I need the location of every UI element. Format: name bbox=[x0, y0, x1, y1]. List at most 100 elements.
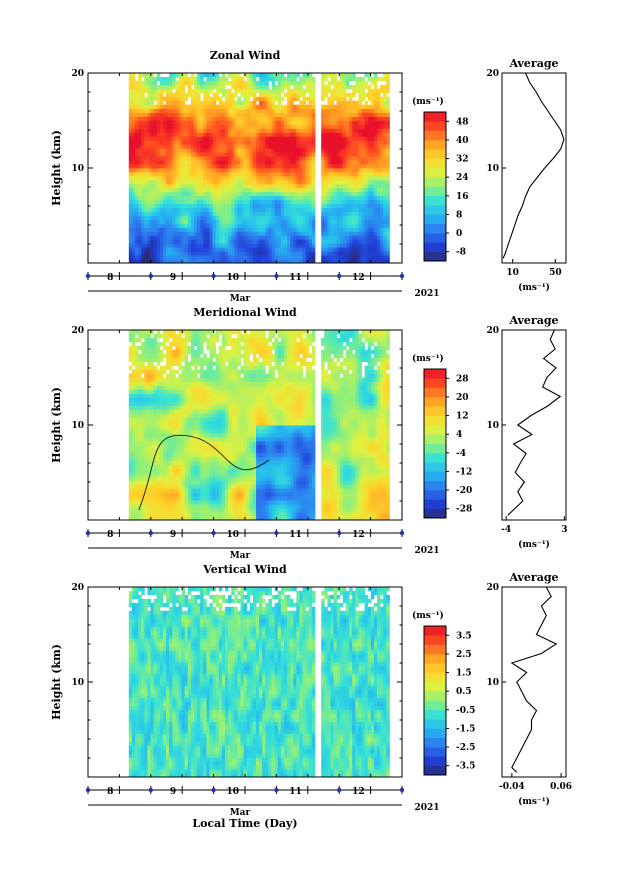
profile-x-tick-label: 3 bbox=[561, 525, 567, 535]
y-axis-label: Height (km) bbox=[50, 644, 63, 720]
x-tick-label: 10 bbox=[226, 530, 239, 540]
colorbar-segment bbox=[424, 434, 446, 444]
panel-title: Zonal Wind bbox=[210, 49, 281, 62]
colorbar-segment bbox=[424, 481, 446, 491]
colorbar-segment bbox=[424, 224, 446, 234]
y-tick-label: 10 bbox=[71, 421, 84, 431]
colorbar-segment bbox=[424, 747, 446, 757]
colorbar-segment bbox=[424, 462, 446, 472]
time-marker bbox=[86, 788, 90, 792]
profile-y-tick-label: 20 bbox=[486, 583, 499, 593]
time-marker bbox=[274, 788, 278, 792]
profile-x-label: (ms⁻¹) bbox=[518, 282, 550, 293]
colorbar-tick-label: 2.5 bbox=[456, 650, 472, 660]
colorbar-tick-label: 0.5 bbox=[456, 687, 472, 697]
colorbar-tick-label: 16 bbox=[456, 192, 469, 202]
profile-title: Average bbox=[508, 57, 558, 70]
colorbar-segment bbox=[424, 710, 446, 720]
profile-line bbox=[503, 73, 564, 258]
x-axis-label: Local Time (Day) bbox=[192, 817, 297, 830]
colorbar-segment bbox=[424, 187, 446, 197]
profile-x-tick-label: -4 bbox=[501, 525, 511, 535]
profile-x-tick-label: 50 bbox=[549, 268, 562, 278]
colorbar-segment bbox=[424, 453, 446, 463]
profile-y-tick-label: 10 bbox=[486, 421, 499, 431]
colorbar-segment bbox=[424, 499, 446, 509]
colorbar-tick-label: 3.5 bbox=[456, 631, 472, 641]
colorbar-segment bbox=[424, 205, 446, 215]
colorbar-segment bbox=[424, 728, 446, 738]
y-axis-label: Height (km) bbox=[50, 130, 63, 206]
time-marker bbox=[149, 788, 153, 792]
profile-line bbox=[512, 587, 556, 772]
x-tick-label: 9 bbox=[170, 273, 176, 283]
time-marker bbox=[86, 274, 90, 278]
colorbar-tick-label: -3.5 bbox=[456, 762, 475, 772]
profile-y-tick-label: 10 bbox=[486, 678, 499, 688]
colorbar-segment bbox=[424, 719, 446, 729]
heatmap bbox=[129, 330, 390, 520]
colorbar-tick-label: 20 bbox=[456, 393, 469, 403]
profile-y-tick-label: 20 bbox=[486, 326, 499, 336]
colorbar-unit: (ms⁻¹) bbox=[412, 353, 444, 364]
colorbar-segment bbox=[424, 490, 446, 500]
year-label: 2021 bbox=[414, 803, 439, 813]
profile-x-label: (ms⁻¹) bbox=[518, 539, 550, 550]
time-marker bbox=[400, 274, 404, 278]
colorbar-segment bbox=[424, 121, 446, 131]
profile-x-tick-label: 10 bbox=[506, 268, 519, 278]
profile-x-tick-label: -0.04 bbox=[499, 782, 525, 792]
profile-y-tick-label: 10 bbox=[486, 164, 499, 174]
colorbar: -3.5-2.5-1.5-0.50.51.52.53.5(ms⁻¹) bbox=[412, 610, 475, 775]
profile-title: Average bbox=[508, 571, 558, 584]
colorbar-tick-label: -12 bbox=[456, 467, 472, 477]
profile-line bbox=[508, 330, 560, 515]
colorbar-segment bbox=[424, 645, 446, 655]
colorbar-tick-label: 12 bbox=[456, 412, 469, 422]
colorbar-segment bbox=[424, 416, 446, 426]
colorbar-tick-label: -2.5 bbox=[456, 743, 475, 753]
time-marker bbox=[400, 788, 404, 792]
colorbar-tick-label: -20 bbox=[456, 486, 472, 496]
year-label: 2021 bbox=[414, 546, 439, 556]
colorbar-segment bbox=[424, 242, 446, 252]
colorbar-segment bbox=[424, 444, 446, 454]
time-marker bbox=[337, 788, 341, 792]
y-tick-label: 10 bbox=[71, 164, 84, 174]
y-tick-label: 10 bbox=[71, 678, 84, 688]
profile-y-tick-label: 20 bbox=[486, 69, 499, 79]
colorbar-tick-label: 40 bbox=[456, 136, 469, 146]
x-tick-label: 10 bbox=[226, 273, 239, 283]
x-tick-label: 10 bbox=[226, 787, 239, 797]
average-profile: Average 10 20 10 50 (ms⁻¹) bbox=[486, 57, 566, 293]
x-tick-label: 11 bbox=[289, 273, 302, 283]
colorbar-tick-label: -0.5 bbox=[456, 706, 475, 716]
time-marker bbox=[211, 274, 215, 278]
colorbar-segment bbox=[424, 425, 446, 435]
colorbar-segment bbox=[424, 701, 446, 711]
colorbar-segment bbox=[424, 112, 446, 122]
heatmap bbox=[129, 73, 390, 263]
profile-frame bbox=[502, 330, 566, 520]
x-tick-label: 8 bbox=[107, 530, 113, 540]
colorbar-segment bbox=[424, 397, 446, 407]
colorbar-segment bbox=[424, 635, 446, 645]
colorbar-unit: (ms⁻¹) bbox=[412, 610, 444, 621]
x-tick-label: 11 bbox=[289, 787, 302, 797]
colorbar-segment bbox=[424, 626, 446, 636]
colorbar-segment bbox=[424, 378, 446, 388]
colorbar-segment bbox=[424, 196, 446, 206]
colorbar-segment bbox=[424, 654, 446, 664]
y-axis-label: Height (km) bbox=[50, 387, 63, 463]
colorbar-segment bbox=[424, 766, 446, 776]
heatmap bbox=[129, 587, 390, 777]
colorbar-segment bbox=[424, 177, 446, 187]
time-marker bbox=[211, 531, 215, 535]
colorbar-segment bbox=[424, 149, 446, 159]
time-marker bbox=[274, 274, 278, 278]
